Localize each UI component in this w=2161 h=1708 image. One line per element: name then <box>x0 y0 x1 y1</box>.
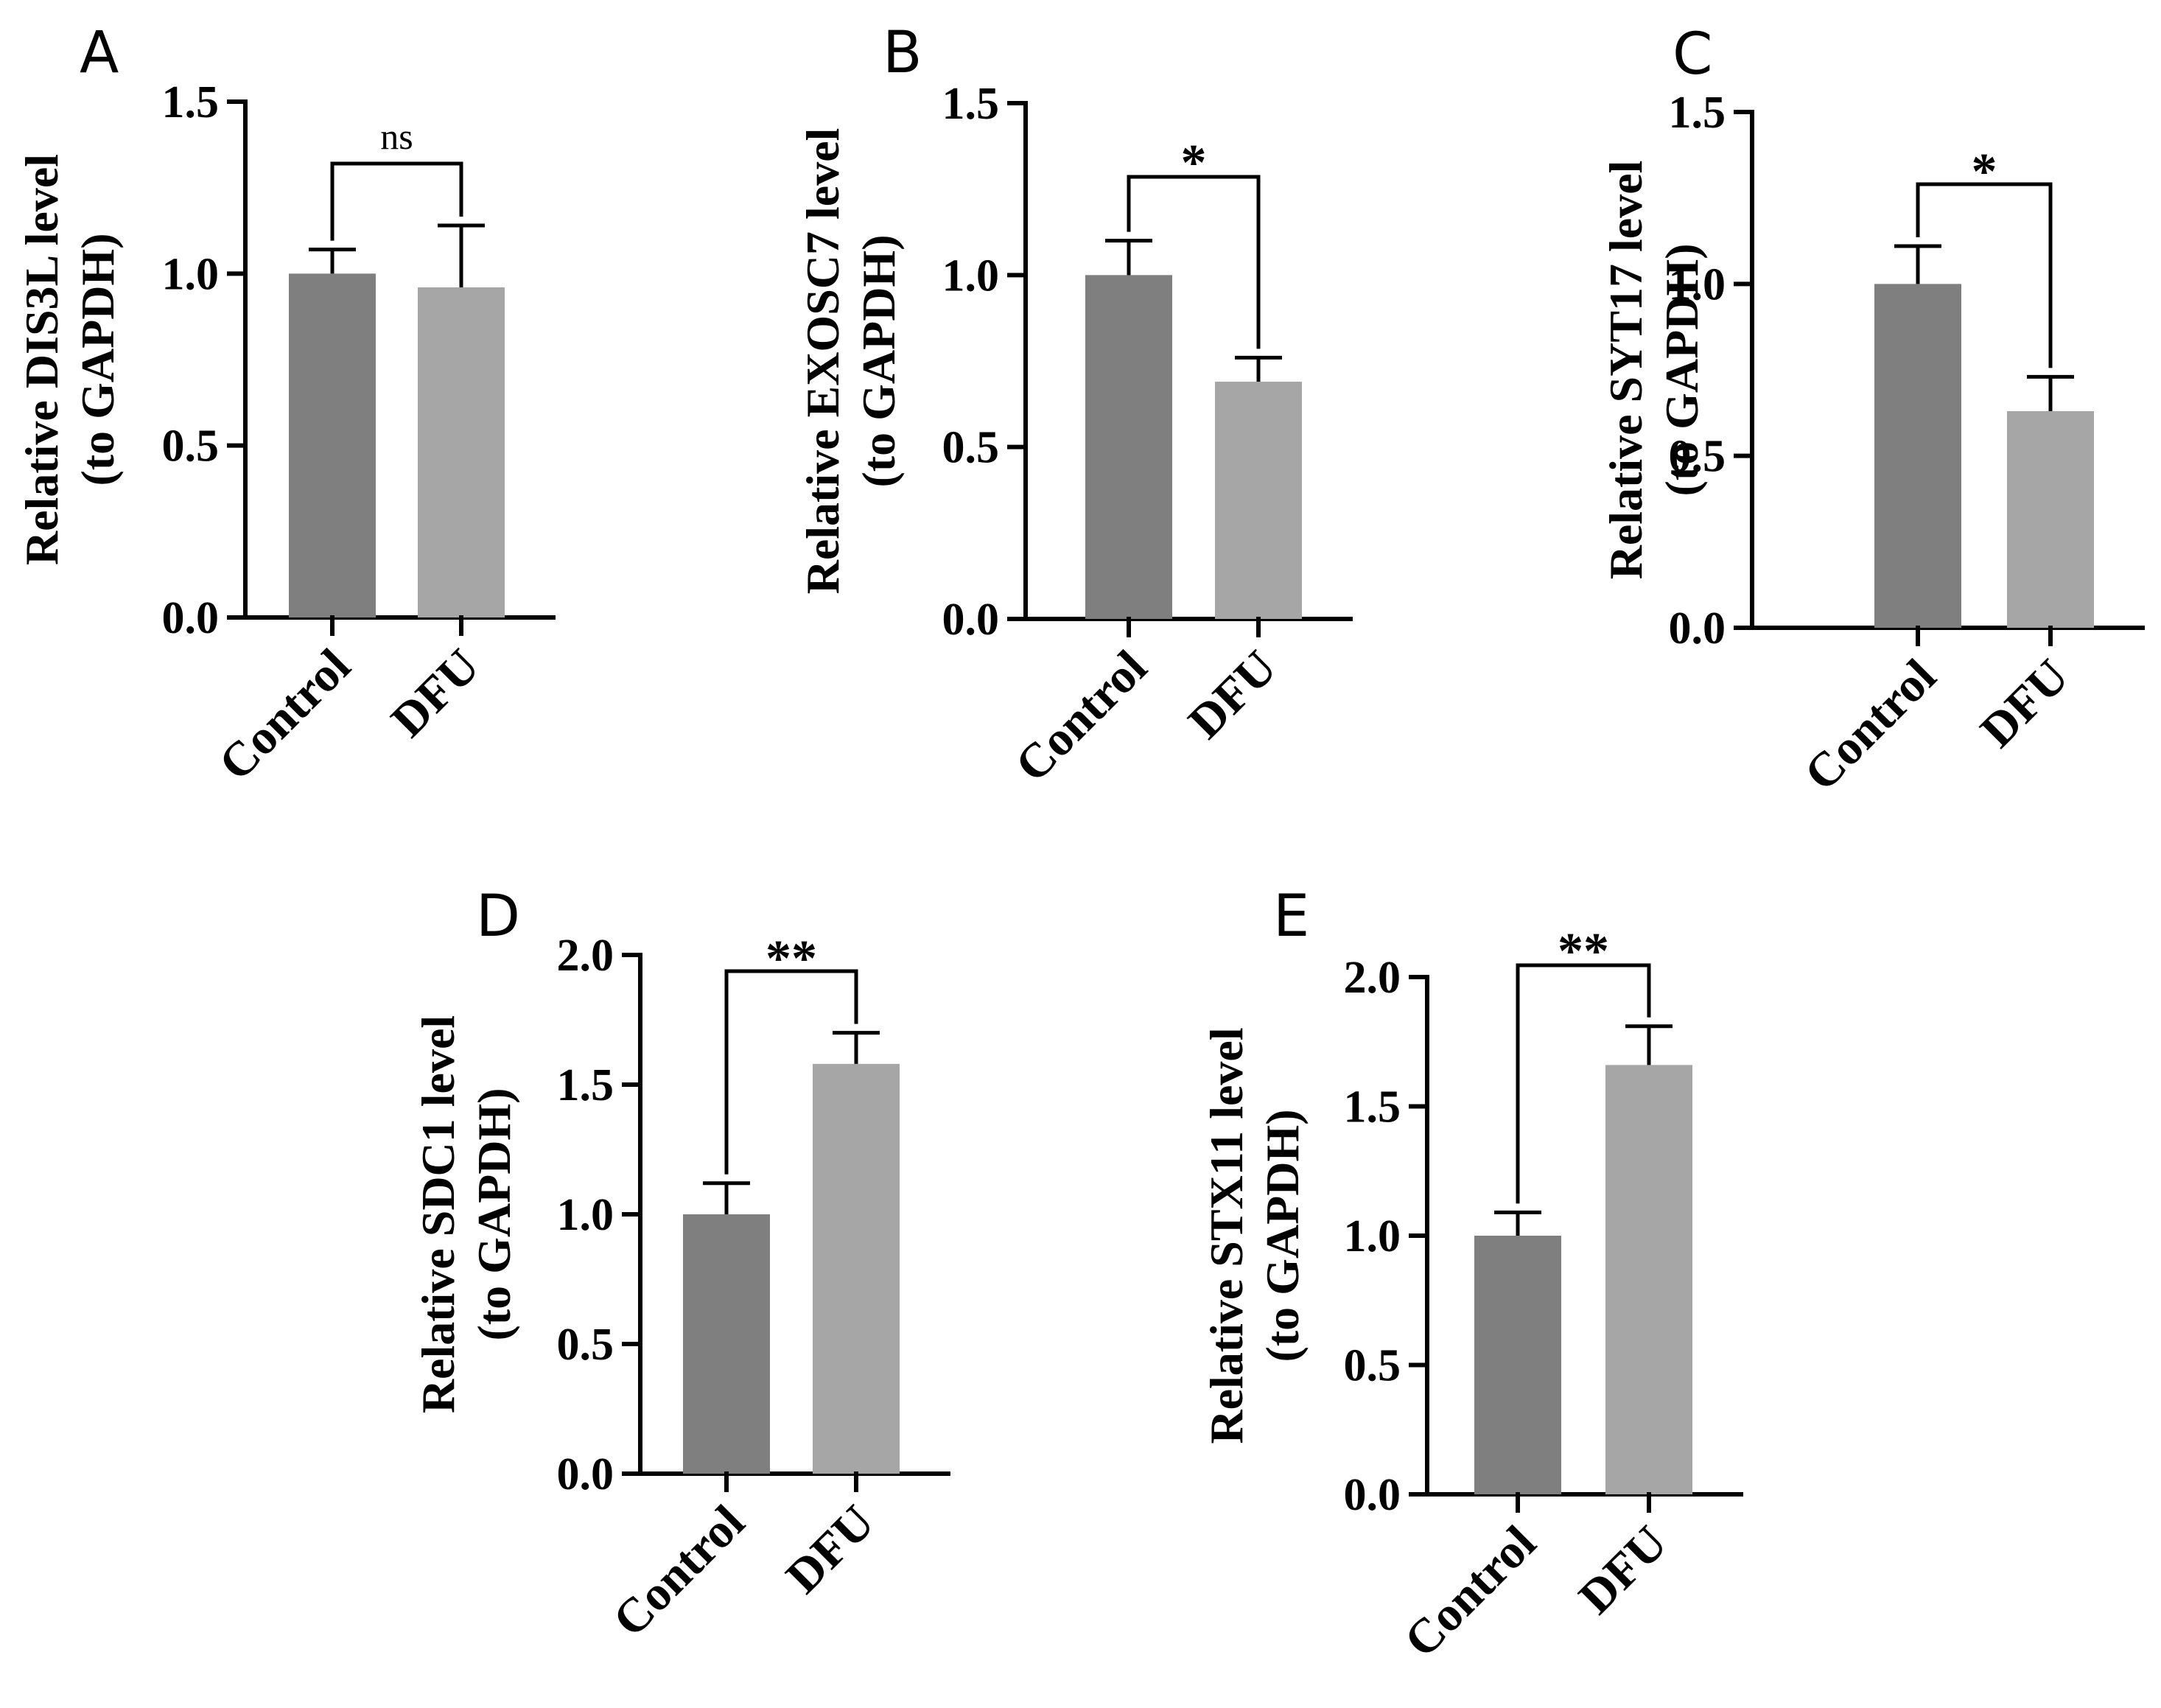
bar-dfu <box>813 1063 900 1474</box>
y-axis-label-line1: Relative DIS3L level <box>15 154 68 565</box>
x-tick-label-dfu: DFU <box>1178 640 1287 749</box>
y-tick-label: 0.5 <box>162 421 220 472</box>
x-tick-label-dfu: DFU <box>381 639 490 748</box>
y-tick-label: 1.0 <box>1344 1211 1401 1261</box>
x-tick-label-dfu: DFU <box>1569 1516 1678 1625</box>
panel-letter-b: B <box>883 20 922 86</box>
bar-control <box>683 1214 770 1474</box>
y-tick-label: 0.0 <box>1669 603 1726 654</box>
panel-letter-c: C <box>1673 21 1712 88</box>
significance-bracket <box>1516 963 1651 1204</box>
significance-label: * <box>1181 135 1207 192</box>
x-tick-label-dfu: DFU <box>776 1495 885 1604</box>
y-axis-label: Relative DIS3L level(to GAPDH) <box>15 154 124 565</box>
panel-e: E 0.0 0.5 1.0 1.5 2.0 Relative STX11 level(to … <box>1200 883 1743 1667</box>
y-axis-label-line1: Relative STX11 level <box>1200 1027 1253 1443</box>
significance-bracket <box>724 969 858 1175</box>
significance-label: ** <box>1558 923 1609 980</box>
x-tick-label-dfu: DFU <box>1970 649 2079 758</box>
bar-dfu <box>1605 1065 1692 1494</box>
y-tick-label: 0.5 <box>942 423 1000 473</box>
y-tick-label: 0.0 <box>1344 1470 1401 1520</box>
significance-label: * <box>1972 144 1997 200</box>
panel-a: A 0.0 0.5 1.0 1.5 Relative DIS3L level(to GAP… <box>15 20 556 791</box>
y-tick-label: 0.5 <box>1669 432 1726 482</box>
significance-bracket <box>330 161 463 241</box>
y-tick-label: 0.5 <box>557 1320 614 1370</box>
y-axis-label: Relative EXOSC7 level(to GAPDH) <box>796 128 905 595</box>
y-axis-label-line2: (to GAPDH) <box>468 1088 520 1340</box>
y-tick-label: 1.5 <box>162 77 220 127</box>
y-tick-label: 1.0 <box>162 249 220 299</box>
bar-control <box>1874 284 1961 628</box>
significance-bracket <box>1916 182 2053 368</box>
y-tick-label: 1.0 <box>557 1190 614 1240</box>
bar-dfu <box>1215 382 1302 619</box>
y-axis-label-line1: Relative EXOSC7 level <box>796 128 849 595</box>
y-axis-label: Relative STX11 level(to GAPDH) <box>1200 1027 1309 1443</box>
x-tick-label-control: Control <box>1005 640 1157 792</box>
significance-label: ** <box>766 931 817 987</box>
bar-control <box>1474 1236 1561 1494</box>
y-axis-label-line1: Relative SDC1 level <box>412 1015 464 1413</box>
panel-c: C 0.0 0.5 1.0 1.5 Relative SYT17 level(to GAP… <box>1600 21 2145 801</box>
y-axis-label-line2: (to GAPDH) <box>71 233 124 486</box>
y-tick-label: 1.5 <box>1669 88 1726 138</box>
y-tick-label: 1.0 <box>1669 259 1726 309</box>
y-axis-label-line2: (to GAPDH) <box>1256 1109 1309 1362</box>
y-axis-label-line2: (to GAPDH) <box>1656 243 1708 496</box>
panel-letter-e: E <box>1273 883 1309 950</box>
x-tick-label-control: Control <box>209 639 360 791</box>
y-tick-label: 1.5 <box>557 1060 614 1110</box>
y-tick-label: 0.5 <box>1344 1341 1401 1391</box>
y-tick-label: 2.0 <box>1344 953 1401 1003</box>
y-tick-label: 1.5 <box>1344 1082 1401 1133</box>
panel-letter-a: A <box>80 20 119 86</box>
y-axis-label: Relative SDC1 level(to GAPDH) <box>412 1015 520 1413</box>
significance-label: ns <box>380 116 413 157</box>
bar-dfu <box>418 287 505 617</box>
y-axis-label-line1: Relative SYT17 level <box>1600 161 1652 580</box>
bar-control <box>289 273 376 617</box>
y-axis-label-line2: (to GAPDH) <box>852 234 905 487</box>
y-axis-label: Relative SYT17 level(to GAPDH) <box>1600 161 1708 580</box>
x-tick-label-control: Control <box>1794 649 1946 801</box>
bar-dfu <box>2007 411 2094 628</box>
panel-d: D 0.0 0.5 1.0 1.5 2.0 Relative SDC1 level(to G… <box>412 883 950 1647</box>
x-tick-label-control: Control <box>603 1495 754 1647</box>
y-tick-label: 0.0 <box>557 1449 614 1499</box>
panel-b: B 0.0 0.5 1.0 1.5 Relative EXOSC7 level(to GA… <box>796 20 1353 792</box>
significance-bracket <box>1127 175 1261 349</box>
y-tick-label: 1.0 <box>942 251 1000 301</box>
x-tick-label-control: Control <box>1394 1516 1546 1667</box>
panel-letter-d: D <box>476 883 520 950</box>
y-tick-label: 0.0 <box>162 593 220 643</box>
y-tick-label: 2.0 <box>557 931 614 981</box>
y-tick-label: 1.5 <box>942 79 1000 129</box>
y-tick-label: 0.0 <box>942 595 1000 645</box>
bar-control <box>1085 275 1172 619</box>
